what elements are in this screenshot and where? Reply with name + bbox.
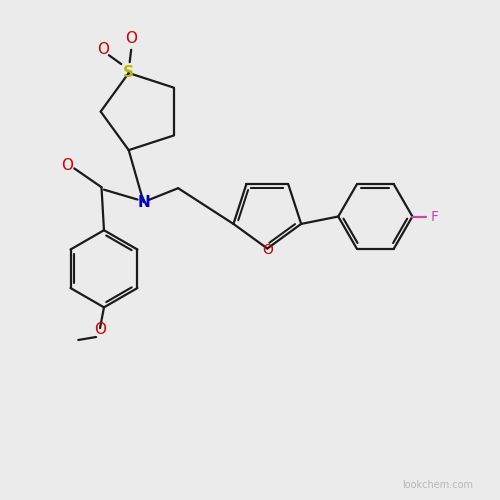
- Text: O: O: [125, 31, 137, 46]
- Text: O: O: [61, 158, 73, 174]
- Text: F: F: [430, 210, 438, 224]
- Text: O: O: [97, 42, 109, 57]
- Text: S: S: [123, 66, 134, 80]
- Text: lookchem.com: lookchem.com: [402, 480, 473, 490]
- Text: N: N: [137, 194, 150, 210]
- Text: O: O: [94, 322, 106, 336]
- Text: O: O: [262, 242, 272, 256]
